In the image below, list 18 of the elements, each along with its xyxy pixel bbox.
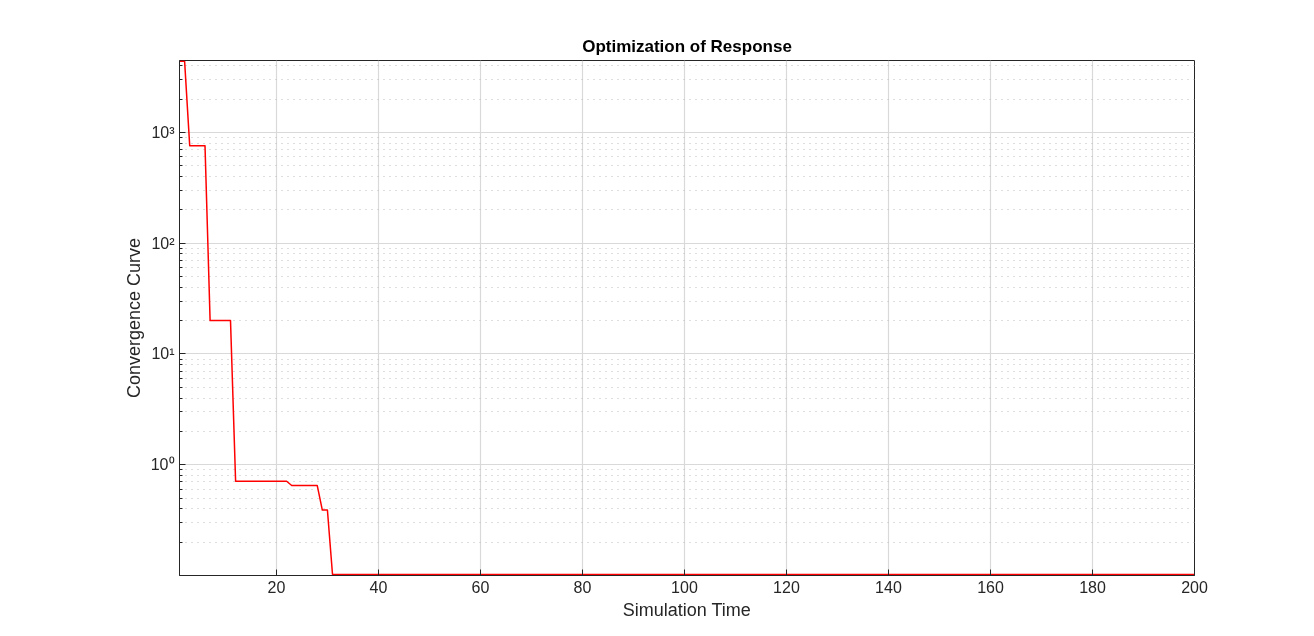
y-tick-label: 10¹ <box>151 345 175 363</box>
x-tick-label: 80 <box>573 578 592 596</box>
x-tick-label: 180 <box>1079 578 1106 596</box>
x-tick-label: 60 <box>471 578 490 596</box>
x-tick-label: 20 <box>267 578 286 596</box>
x-tick-label: 200 <box>1181 578 1208 596</box>
line-series <box>179 60 1195 576</box>
x-tick-label: 160 <box>977 578 1004 596</box>
y-axis-title: Convergence Curve <box>123 237 144 399</box>
y-tick-label: 10³ <box>151 123 176 141</box>
x-tick-label: 140 <box>875 578 902 596</box>
x-tick-label: 100 <box>671 578 698 596</box>
y-tick-label: 10⁰ <box>150 456 175 474</box>
y-tick-label: 10² <box>151 234 176 252</box>
chart-title: Optimization of Response <box>582 36 792 56</box>
x-tick-label: 120 <box>773 578 800 596</box>
x-tick-label: 40 <box>369 578 388 596</box>
x-axis-title: Simulation Time <box>622 599 751 620</box>
